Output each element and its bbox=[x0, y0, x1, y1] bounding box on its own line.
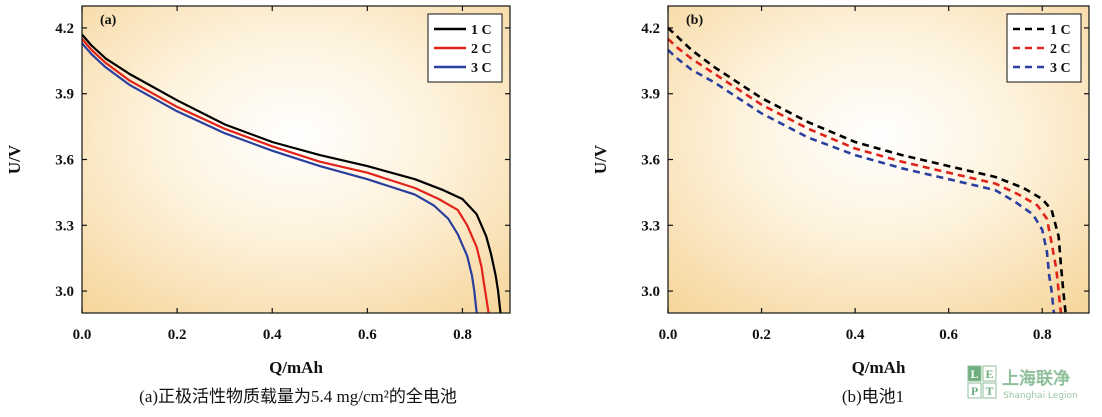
chart-panel-b: 0.0 0.2 0.4 0.6 0.8 3.0 3.3 3.6 3.9 4.2 Q/mAh U/V (b… bbox=[591, 5, 1090, 406]
watermark-letter: P bbox=[971, 384, 978, 398]
watermark-letter: L bbox=[970, 367, 978, 381]
x-tick-label: 0.4 bbox=[263, 327, 282, 343]
y-tick-label: 3.3 bbox=[55, 218, 74, 234]
y-tick-label: 3.6 bbox=[55, 153, 74, 169]
watermark-letter-box bbox=[982, 382, 997, 399]
series-line-a-3 bbox=[81, 42, 478, 314]
panel-tag: (a) bbox=[100, 13, 117, 28]
x-axis-label: Q/mAh bbox=[852, 358, 906, 377]
y-axis-label: U/V bbox=[5, 144, 24, 174]
y-tick-label: 3.3 bbox=[641, 218, 660, 234]
legend: 1 C 2 C 3 C bbox=[427, 13, 503, 83]
watermark-logo: L EP T 上海联净 Shanghai Legion bbox=[967, 365, 1078, 401]
watermark-letter: T bbox=[985, 384, 993, 398]
x-tick-label: 0.6 bbox=[939, 327, 958, 343]
figure-caption: (b)电池1 bbox=[842, 387, 904, 406]
x-tick-label: 0.8 bbox=[1033, 327, 1052, 343]
legend: 1 C 2 C 3 C bbox=[1006, 13, 1082, 83]
watermark-letter-box bbox=[982, 365, 997, 382]
y-tick-label: 4.2 bbox=[55, 21, 74, 37]
y-tick-label: 3.0 bbox=[55, 284, 74, 300]
y-tick-label: 3.6 bbox=[641, 153, 660, 169]
watermark-letter: E bbox=[985, 367, 993, 381]
y-tick-label: 3.9 bbox=[641, 87, 660, 103]
watermark-letter-box bbox=[967, 365, 982, 382]
x-tick-label: 0.0 bbox=[73, 327, 92, 343]
series-line-b-1 bbox=[667, 26, 1067, 314]
y-tick-label: 4.2 bbox=[641, 21, 660, 37]
legend-label: 3 C bbox=[471, 61, 492, 76]
x-tick-label: 0.2 bbox=[752, 327, 771, 343]
x-tick-label: 0.2 bbox=[168, 327, 187, 343]
panel-tag: (b) bbox=[686, 13, 703, 28]
watermark-letter-box bbox=[967, 382, 982, 399]
series-line-b-3 bbox=[667, 48, 1056, 314]
x-tick-label: 0.8 bbox=[453, 327, 472, 343]
y-tick-label: 3.0 bbox=[641, 284, 660, 300]
legend-label: 1 C bbox=[471, 23, 492, 38]
legend-label: 2 C bbox=[471, 42, 492, 57]
x-tick-label: 0.4 bbox=[846, 327, 865, 343]
legend-label: 2 C bbox=[1050, 42, 1071, 57]
watermark-subtitle: Shanghai Legion bbox=[1003, 391, 1078, 401]
y-tick-label: 3.9 bbox=[55, 87, 74, 103]
x-tick-label: 0.0 bbox=[659, 327, 678, 343]
y-axis-label: U/V bbox=[591, 144, 610, 174]
x-axis-label: Q/mAh bbox=[269, 358, 323, 377]
chart-panel-a: 0.0 0.2 0.4 0.6 0.8 3.0 3.3 3.6 3.9 4.2 Q/mAh U/V (a… bbox=[5, 5, 511, 406]
legend-label: 3 C bbox=[1050, 61, 1071, 76]
series-line-a-2 bbox=[81, 38, 490, 314]
figure-caption: (a)正极活性物质载量为5.4 mg/cm²的全电池 bbox=[139, 387, 457, 406]
series-line-b-2 bbox=[667, 37, 1063, 314]
watermark-name: 上海联净 bbox=[1002, 368, 1070, 389]
x-tick-label: 0.6 bbox=[358, 327, 377, 343]
legend-label: 1 C bbox=[1050, 23, 1071, 38]
series-line-a-1 bbox=[81, 33, 502, 314]
